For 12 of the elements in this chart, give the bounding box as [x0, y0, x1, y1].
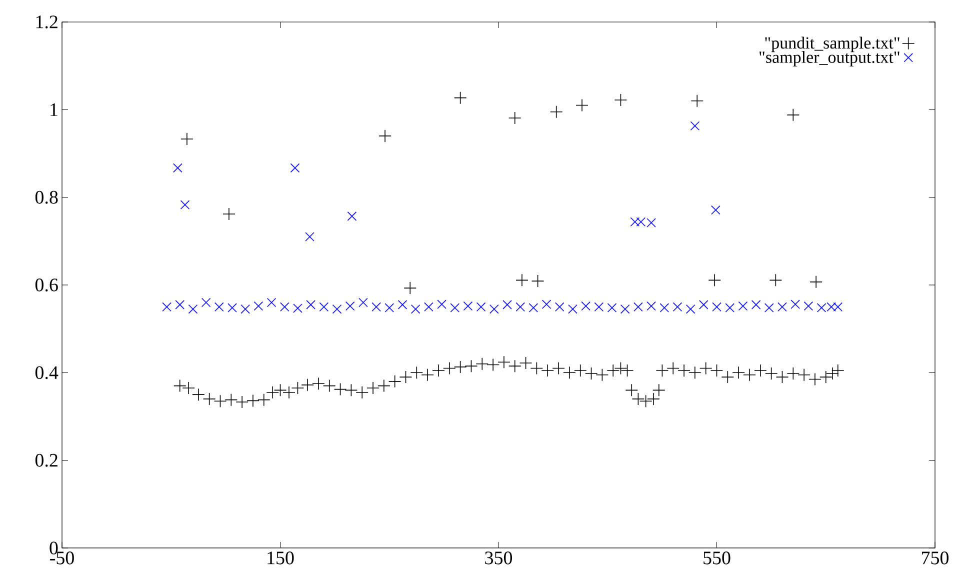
- y-tick-label: 0.8: [35, 190, 58, 204]
- y-tick-label: 1.2: [36, 16, 58, 28]
- y-tick-label: 0.4: [35, 366, 58, 380]
- x-tick-label: 150: [268, 552, 294, 564]
- legend-label: "pundit_sample.txt": [765, 36, 900, 52]
- x-tick-label: 550: [704, 552, 730, 564]
- y-tick-label: 1: [50, 103, 58, 116]
- x-tick-label: 350: [485, 552, 512, 564]
- x-tick-label: 750: [922, 552, 949, 564]
- legend-label: "sampler_output.txt": [760, 51, 900, 66]
- y-tick-label: 0.6: [35, 278, 58, 292]
- y-tick-label: 0.2: [35, 454, 58, 467]
